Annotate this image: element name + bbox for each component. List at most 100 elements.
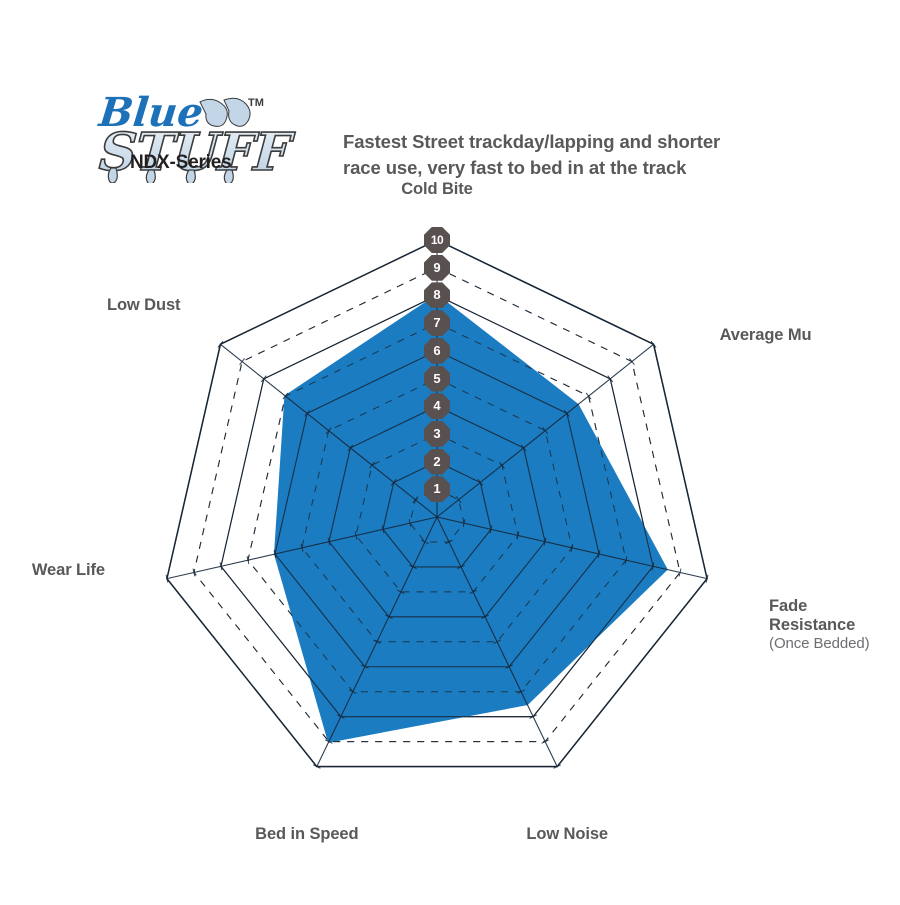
axis-label-fade-resistance: Fade Resistance (Once Bedded) [769,596,870,652]
radar-tick-5-3 [354,531,358,540]
radar-tick-3-4 [481,614,489,620]
radar-ring-overlay-6 [274,350,600,668]
axis-label-low-noise: Low Noise [526,825,608,844]
radar-tick-5-4 [327,537,331,546]
axis-label-low-dust: Low Dust [106,296,181,315]
radar-tick-5-9 [192,568,196,577]
radar-tick-3-8 [529,714,537,719]
scale-badge-5: 5 [424,365,450,392]
radar-ring-overlay-10 [166,239,708,768]
radar-tick-3-7 [517,689,525,694]
radar-tick-5-1 [408,519,412,528]
radar-tick-3-10 [553,764,562,769]
radar-tick-1-10 [650,340,657,348]
radar-data-polygon [273,294,668,743]
radar-tick-6-7 [282,392,289,400]
radar-tick-3-2 [457,564,465,570]
radar-tick-2-6 [597,549,601,558]
radar-tick-1-2 [477,479,484,486]
axis-label-text: Average Mu [719,326,812,345]
radar-tick-2-9 [678,568,682,577]
radar-tick-1-1 [455,496,462,504]
axis-label-text: Wear Life [31,560,105,579]
radar-tick-2-5 [570,543,574,552]
radar-tick-6-4 [347,444,354,452]
radar-tick-6-8 [260,375,267,383]
radar-tick-6-9 [239,358,245,366]
logo-drip-4 [223,169,234,183]
axis-label-text: Low Noise [526,824,608,843]
logo-word-stuff: STUFF [97,122,296,183]
radar-tick-5-10 [165,574,169,583]
radar-tick-2-10 [705,574,709,583]
radar-tick-1-6 [564,409,570,417]
bluestuff-logo: Blue TM STUFF [96,88,346,183]
axis-label-text: Cold Bite [401,180,473,198]
radar-ring-dashed-overlay-3 [355,433,519,593]
radar-ring-overlay-2 [382,460,492,568]
radar-tick-4-7 [349,689,357,694]
radar-tick-6-3 [369,461,375,469]
axis-label-cold-bite: Cold Bite [401,180,473,199]
scale-badge-4: 4 [424,393,450,420]
radar-tick-5-5 [300,543,304,552]
axis-label-wear-life: Wear Life [32,561,105,580]
scale-badge-1: 1 [424,476,450,503]
radar-tick-2-4 [543,537,547,546]
logo-flourish-1 [199,98,228,127]
radar-series [273,294,668,743]
radar-tick-4-5 [373,639,381,644]
scale-badge-2: 2 [424,448,450,475]
radar-tick-5-2 [381,525,385,534]
radar-tick-1-7 [585,392,592,400]
radar-tick-1-8 [607,375,614,383]
logo-flourish-2 [223,97,251,127]
radar-tick-2-2 [489,525,493,534]
radar-tick-1-3 [499,461,505,469]
radar-tick-4-2 [409,564,417,570]
radar-ring-dashed-overlay-7 [247,322,627,693]
logo-drip-1 [107,167,118,183]
radar-tick-1-5 [542,427,549,435]
radar-tick-6-1 [412,496,419,504]
radar-tick-4-3 [397,589,405,595]
radar-ring-overlay-8 [220,294,654,718]
radar-tick-5-6 [273,549,277,558]
radar-tick-2-7 [624,556,628,565]
radar-tick-4-10 [312,764,321,769]
header: Blue TM STUFF NDX-Series Fastest Street … [0,0,900,200]
scale-badge-7: 7 [424,310,450,337]
radar-tick-6-5 [325,427,332,435]
radar-tick-4-4 [385,614,393,620]
radar-tick-4-9 [325,739,333,744]
axis-label-sublabel: (Once Bedded) [769,634,870,652]
radar-tick-2-1 [462,519,466,528]
radar-ring-dashed-overlay-5 [301,377,573,643]
scale-badge-9: 9 [424,254,450,281]
axis-label-text: Fade Resistance [769,596,856,634]
axis-label-bed-in-speed: Bed in Speed [255,825,358,844]
logo-trademark: TM [248,97,264,109]
radar-tick-4-1 [421,539,429,545]
radar-tick-6-2 [390,479,397,486]
scale-badge-8: 8 [424,282,450,309]
logo-word-blue: Blue [96,89,205,136]
radar-tick-4-8 [337,714,345,719]
scale-badge-3: 3 [424,420,450,447]
radar-tick-2-8 [651,562,655,571]
radar-tick-3-1 [445,539,453,545]
radar-tick-6-10 [217,340,224,348]
bluestuff-logo-graphic: Blue TM STUFF [96,89,297,183]
series-name: NDX-Series [130,152,232,173]
axis-label-text: Bed in Speed [255,824,359,843]
radar-ring-dashed-overlay-9 [193,267,681,743]
radar-ring-overlay-4 [328,405,546,618]
radar-tick-4-6 [361,664,369,669]
axis-label-text: Low Dust [106,296,181,315]
logo-drip-2 [145,169,156,183]
radar-ring-dashed-overlay-1 [409,488,465,543]
scale-badge-10: 10 [424,227,450,253]
